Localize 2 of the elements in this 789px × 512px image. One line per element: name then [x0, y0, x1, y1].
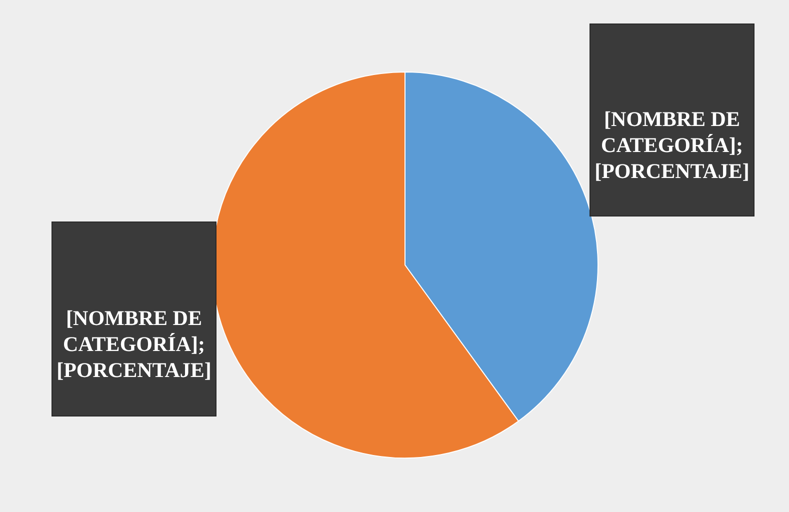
data-label: [NOMBRE DE CATEGORÍA]; [PORCENTAJE] [594, 107, 750, 183]
data-label: [NOMBRE DE CATEGORÍA]; [PORCENTAJE] [56, 306, 212, 382]
